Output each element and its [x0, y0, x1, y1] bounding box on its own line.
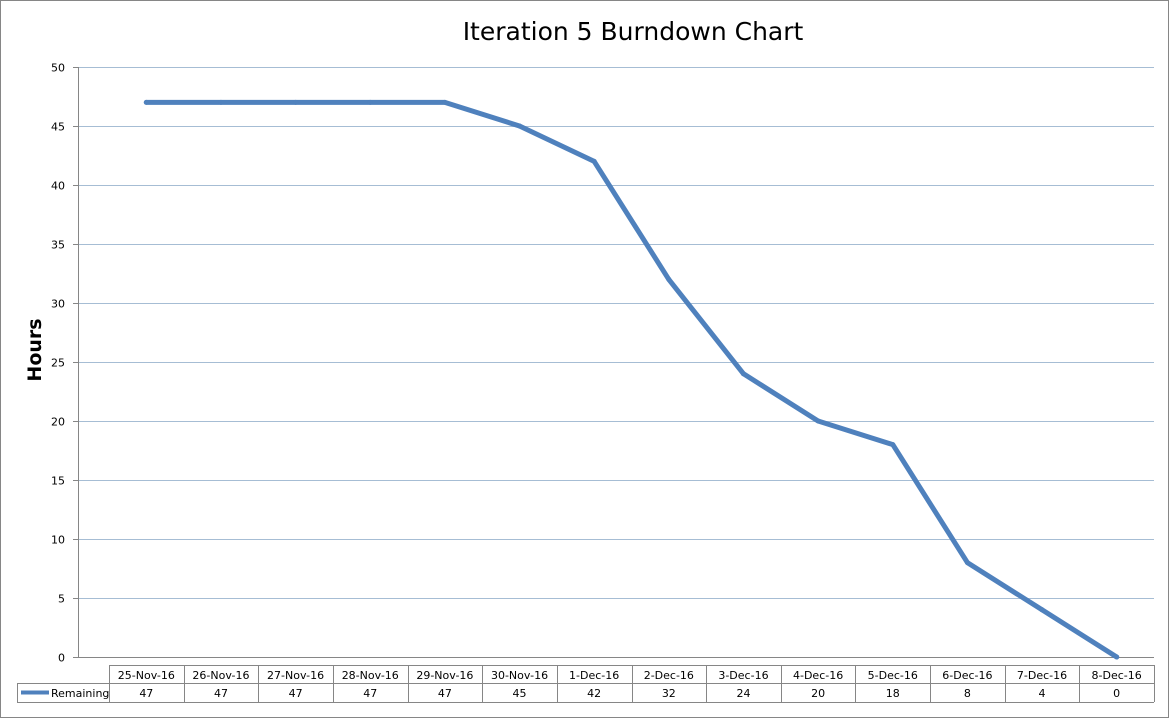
data-value-label: 47	[214, 687, 228, 700]
y-tick-label: 0	[58, 652, 65, 665]
data-point	[517, 123, 523, 129]
y-tick-label: 20	[51, 416, 65, 429]
y-tick-label: 45	[51, 121, 65, 134]
data-value-label: 45	[513, 687, 527, 700]
x-category-label: 7-Dec-16	[1017, 669, 1067, 682]
data-value-label: 24	[736, 687, 750, 700]
data-point	[442, 99, 448, 105]
legend-label: Remaining	[51, 687, 109, 700]
y-tick-label: 50	[51, 62, 65, 75]
data-point	[293, 99, 299, 105]
chart-title: Iteration 5 Burndown Chart	[463, 17, 804, 46]
y-tick-label: 25	[51, 357, 65, 370]
y-axis-label: Hours	[24, 318, 46, 381]
x-category-label: 29-Nov-16	[416, 669, 473, 682]
data-point	[143, 99, 149, 105]
data-value-label: 47	[289, 687, 303, 700]
series-lines	[143, 99, 1120, 660]
x-category-label: 3-Dec-16	[718, 669, 768, 682]
y-tick-label: 5	[58, 593, 65, 606]
data-value-label: 4	[1039, 687, 1046, 700]
data-point	[218, 99, 224, 105]
data-value-label: 47	[438, 687, 452, 700]
x-category-label: 8-Dec-16	[1092, 669, 1142, 682]
x-category-label: 5-Dec-16	[868, 669, 918, 682]
y-tick-label: 30	[51, 298, 65, 311]
data-value-label: 47	[363, 687, 377, 700]
x-category-label: 26-Nov-16	[192, 669, 249, 682]
data-value-label: 8	[964, 687, 971, 700]
x-category-label: 25-Nov-16	[118, 669, 175, 682]
data-point	[367, 99, 373, 105]
data-value-label: 18	[886, 687, 900, 700]
x-category-label: 1-Dec-16	[569, 669, 619, 682]
x-category-label: 6-Dec-16	[942, 669, 992, 682]
data-value-label: 32	[662, 687, 676, 700]
x-category-label: 30-Nov-16	[491, 669, 548, 682]
data-value-label: 47	[139, 687, 153, 700]
x-category-label: 4-Dec-16	[793, 669, 843, 682]
data-value-label: 42	[587, 687, 601, 700]
y-tick-label: 35	[51, 239, 65, 252]
gridlines	[73, 67, 1154, 658]
data-point	[1114, 654, 1120, 660]
series-line-remaining	[143, 99, 1120, 660]
data-point	[666, 276, 672, 282]
y-tick-label: 15	[51, 475, 65, 488]
y-tick-labels: 0 5 10 15 20 25 30 35 40 45 50	[51, 62, 65, 665]
data-point	[964, 560, 970, 566]
y-tick-label: 10	[51, 534, 65, 547]
data-point	[815, 418, 821, 424]
data-point	[890, 442, 896, 448]
data-table: 25-Nov-16 26-Nov-16 27-Nov-16 28-Nov-16 29-N…	[17, 665, 1155, 703]
y-tick-label: 40	[51, 180, 65, 193]
data-point	[740, 371, 746, 377]
x-category-label: 2-Dec-16	[644, 669, 694, 682]
data-value-label: 0	[1113, 687, 1120, 700]
data-point	[1039, 607, 1045, 613]
x-category-label: 27-Nov-16	[267, 669, 324, 682]
data-value-label: 20	[811, 687, 825, 700]
x-category-label: 28-Nov-16	[342, 669, 399, 682]
data-point	[591, 158, 597, 164]
